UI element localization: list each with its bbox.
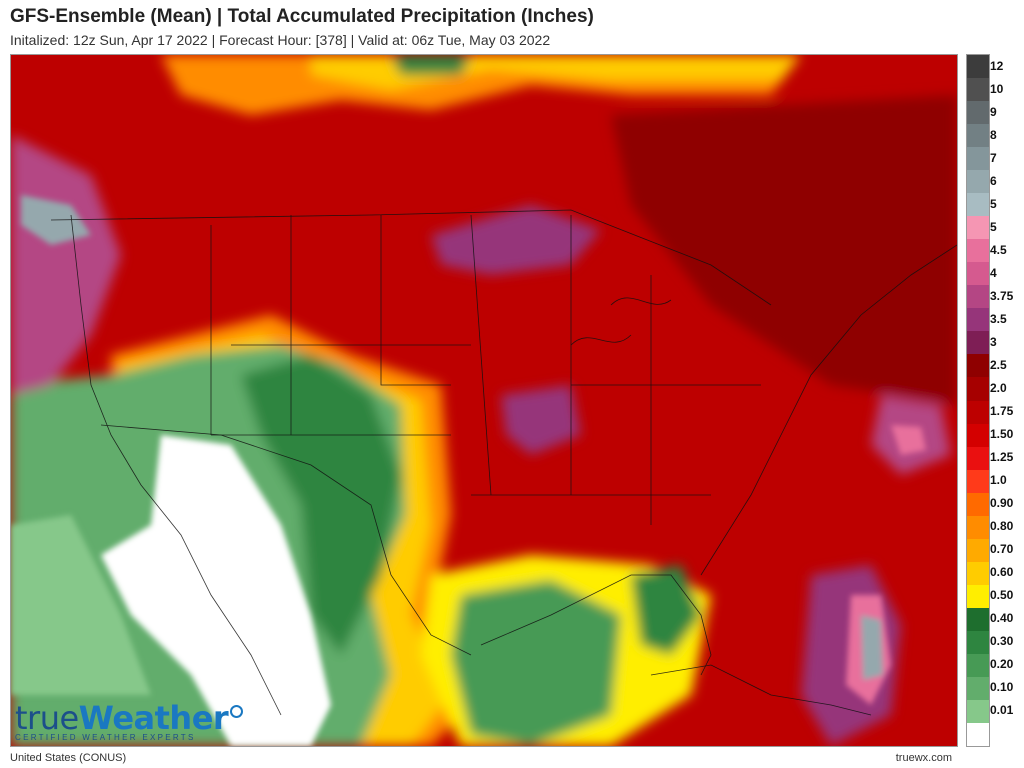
- legend-label: 1.0: [990, 473, 1007, 488]
- legend-label: 6: [990, 173, 997, 188]
- legend-swatch: [967, 446, 989, 471]
- precip-central-magenta: [501, 385, 581, 455]
- legend-label: 5: [990, 196, 997, 211]
- legend-swatch: [967, 147, 989, 171]
- legend-swatch: [967, 377, 989, 401]
- legend-label: 0.60: [990, 565, 1014, 580]
- legend-swatch: [967, 538, 989, 563]
- legend-swatch: [967, 308, 989, 332]
- precip-northeast-heavy: [611, 95, 957, 405]
- legend-label: 3.75: [990, 288, 1014, 303]
- map-subtitle: Initalized: 12z Sun, Apr 17 2022 | Forec…: [10, 32, 551, 48]
- legend-swatch: [967, 515, 989, 540]
- legend-swatch: [967, 400, 989, 425]
- legend-swatch: [967, 55, 989, 79]
- legend-label: 0.30: [990, 634, 1014, 649]
- cuba-outline: [650, 664, 872, 716]
- precip-southwest-darkgreen: [241, 355, 401, 655]
- legend-swatch: [967, 469, 989, 494]
- logo-part2: Weather: [78, 699, 229, 737]
- legend-swatch: [967, 262, 989, 286]
- legend-label: 0.50: [990, 588, 1014, 603]
- legend-label: 2.5: [990, 357, 1007, 372]
- legend-swatch: [967, 354, 989, 378]
- legend-swatch: [967, 561, 989, 586]
- legend-label: 0.80: [990, 519, 1014, 534]
- state-lines: [210, 214, 761, 525]
- precip-plains-magenta: [431, 205, 601, 275]
- precip-caribbean-gray: [861, 615, 883, 680]
- site-label: truewx.com: [895, 752, 952, 764]
- legend-swatch: [967, 653, 989, 678]
- west-coastline: [70, 214, 282, 716]
- legend-label: 2.0: [990, 380, 1007, 395]
- legend-swatch: [967, 101, 989, 125]
- precip-legend: [966, 54, 990, 747]
- legend-label: 7: [990, 150, 997, 165]
- legend-swatch: [967, 423, 989, 448]
- legend-label: 1.25: [990, 450, 1014, 465]
- precip-pacific-lightgreen: [11, 515, 151, 695]
- map-title: GFS-Ensemble (Mean) | Total Accumulated …: [10, 6, 594, 27]
- legend-swatch: [967, 699, 989, 724]
- legend-label: 8: [990, 127, 997, 142]
- precipitation-map: trueWeather CERTIFIED WEATHER EXPERTS: [10, 54, 958, 747]
- east-coastline: [700, 244, 957, 576]
- legend-swatch: [967, 722, 989, 747]
- legend-label: 4.5: [990, 242, 1007, 257]
- legend-label: 12: [990, 58, 1004, 73]
- precip-north-green: [391, 55, 471, 75]
- logo-part1: true: [15, 699, 79, 737]
- legend-label: 9: [990, 104, 997, 119]
- gulf-coastline: [480, 574, 712, 676]
- legend-label: 5: [990, 219, 997, 234]
- logo-wordmark: trueWeather: [15, 699, 244, 737]
- legend-swatch: [967, 630, 989, 655]
- legend-swatch: [967, 124, 989, 148]
- us-canada-border: [50, 209, 772, 306]
- precip-dry-zone: [101, 435, 331, 746]
- legend-label: 0.10: [990, 680, 1014, 695]
- map-canvas: [11, 55, 957, 746]
- precip-atlantic-pink: [891, 425, 926, 455]
- legend-label: 1.50: [990, 427, 1014, 442]
- legend-label: 0.20: [990, 657, 1014, 672]
- great-lakes: [570, 297, 672, 346]
- boundary-lines: [50, 209, 957, 716]
- legend-swatch: [967, 170, 989, 194]
- legend-swatch: [967, 492, 989, 517]
- legend-swatch: [967, 607, 989, 632]
- legend-label: 1.75: [990, 404, 1014, 419]
- legend-swatch: [967, 331, 989, 355]
- legend-swatch: [967, 216, 989, 240]
- logo-tagline: CERTIFIED WEATHER EXPERTS: [15, 733, 196, 742]
- legend-label: 0.01: [990, 703, 1014, 718]
- region-label: United States (CONUS): [10, 752, 127, 764]
- legend-label: 3.5: [990, 311, 1007, 326]
- legend-label: 4: [990, 265, 997, 280]
- logo-dot-icon: [230, 705, 244, 718]
- legend-label: 0.40: [990, 611, 1014, 626]
- legend-label: 10: [990, 81, 1004, 96]
- legend-label: 0.70: [990, 542, 1014, 557]
- legend-swatch: [967, 78, 989, 102]
- legend-label: 3: [990, 334, 997, 349]
- legend-label: 0.90: [990, 496, 1014, 511]
- trueweather-logo: trueWeather CERTIFIED WEATHER EXPERTS: [15, 699, 244, 742]
- precip-gulf-green: [451, 580, 621, 746]
- precip-florida-green: [631, 565, 701, 655]
- legend-swatch: [967, 676, 989, 701]
- legend-swatch: [967, 584, 989, 609]
- legend-swatch: [967, 193, 989, 217]
- legend-swatch: [967, 239, 989, 263]
- legend-swatch: [967, 285, 989, 309]
